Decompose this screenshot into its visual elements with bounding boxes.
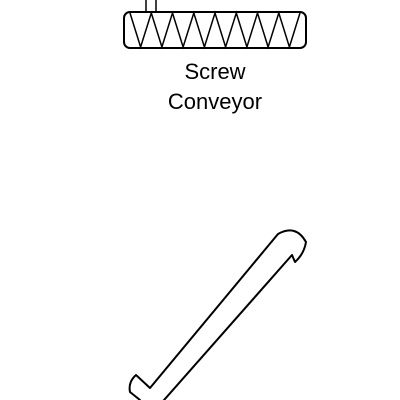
screw-conveyor-label-line1: Screw <box>184 59 245 84</box>
screw-conveyor-flights <box>129 10 301 50</box>
screw-flight-zigzag <box>129 10 301 50</box>
screw-conveyor-housing <box>123 11 307 49</box>
hook-chute-symbol[interactable] <box>128 229 307 400</box>
screw-conveyor-label-line2: Conveyor <box>168 89 262 114</box>
screw-conveyor-symbol[interactable]: Screw Conveyor <box>123 0 307 114</box>
screw-conveyor-inlet <box>145 0 157 12</box>
hook-chute-outline <box>128 229 307 400</box>
